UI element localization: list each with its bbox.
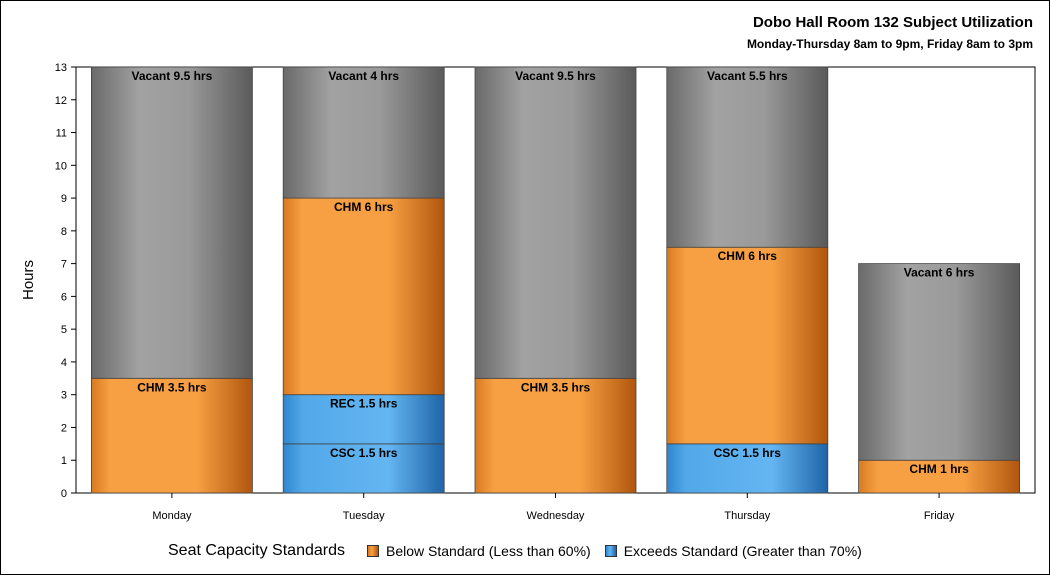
bar-segment-monday-0 [91,377,253,494]
y-tick-label-13: 13 [55,62,67,74]
x-tick-label-wednesday: Wednesday [527,510,585,522]
legend-item-below-standard: Below Standard (Less than 60%) [367,543,591,559]
legend-swatch-exceeds-standard [604,545,617,557]
legend-label-below-standard: Below Standard (Less than 60%) [386,543,591,559]
y-tick-label-12: 12 [55,95,67,107]
segment-label-wednesday-0: CHM 3.5 hrs [521,380,591,394]
segment-label-wednesday-1: Vacant 9.5 hrs [515,69,596,83]
bar-segment-monday-1 [91,66,253,379]
segment-label-tuesday-3: Vacant 4 hrs [328,69,399,83]
x-axis: Monday Tuesday Wednesday Thursday Friday [152,493,955,522]
bar-segment-tuesday-2 [282,197,445,396]
y-tick-label-3: 3 [61,390,67,402]
y-tick-label-11: 11 [56,128,67,140]
legend-swatch-below-standard [367,545,379,557]
segment-label-thursday-2: Vacant 5.5 hrs [707,69,788,83]
segment-label-friday-0: CHM 1 hrs [909,462,969,476]
legend-item-exceeds-standard: Exceeds Standard (Greater than 70%) [604,543,862,559]
y-tick-label-6: 6 [61,291,67,303]
chart-subtitle: Monday-Thursday 8am to 9pm, Friday 8am t… [746,37,1033,51]
legend: Seat Capacity Standards Below Standard (… [168,541,876,561]
segment-label-friday-1: Vacant 6 hrs [904,266,975,280]
bar-segment-thursday-2 [666,66,829,248]
y-tick-label-10: 10 [55,160,67,172]
legend-label-exceeds-standard: Exceeds Standard (Greater than 70%) [623,543,862,559]
y-tick-label-4: 4 [61,357,67,369]
segment-label-tuesday-0: CSC 1.5 hrs [330,446,398,460]
y-axis-title: Hours [20,260,37,300]
y-tick-label-2: 2 [61,422,67,434]
segment-label-thursday-0: CSC 1.5 hrs [714,446,782,460]
bar-segment-friday-1 [858,263,1020,461]
y-tick-label-1: 1 [61,455,67,467]
segment-label-monday-0: CHM 3.5 hrs [137,380,207,394]
bar-segment-tuesday-1 [282,394,445,445]
y-tick-label-9: 9 [61,193,67,205]
segment-label-monday-1: Vacant 9.5 hrs [132,69,213,83]
bar-segment-wednesday-1 [474,66,637,379]
bar-segment-tuesday-0 [282,443,445,494]
legend-title: Seat Capacity Standards [168,542,345,559]
x-tick-label-friday: Friday [924,510,955,522]
y-tick-label-7: 7 [61,259,67,271]
bar-segment-wednesday-0 [474,377,637,494]
bar-segment-thursday-1 [666,246,829,445]
bars-layer: CHM 3.5 hrs Vacant 9.5 hrs CSC 1.5 hrs REC … [91,66,1020,494]
y-tick-label-5: 5 [61,324,67,336]
stacked-bar-chart: CHM 3.5 hrs Vacant 9.5 hrs CSC 1.5 hrs REC … [20,62,1036,522]
x-tick-label-tuesday: Tuesday [343,510,385,522]
x-tick-label-monday: Monday [152,510,192,522]
y-tick-label-8: 8 [61,226,67,238]
segment-label-thursday-1: CHM 6 hrs [718,249,778,263]
x-tick-label-thursday: Thursday [724,510,770,522]
chart-title: Dobo Hall Room 132 Subject Utilization [752,14,1033,31]
segment-label-tuesday-1: REC 1.5 hrs [330,397,398,411]
y-tick-label-0: 0 [61,488,67,500]
bar-segment-tuesday-3 [282,66,445,199]
segment-label-tuesday-2: CHM 6 hrs [334,200,394,214]
